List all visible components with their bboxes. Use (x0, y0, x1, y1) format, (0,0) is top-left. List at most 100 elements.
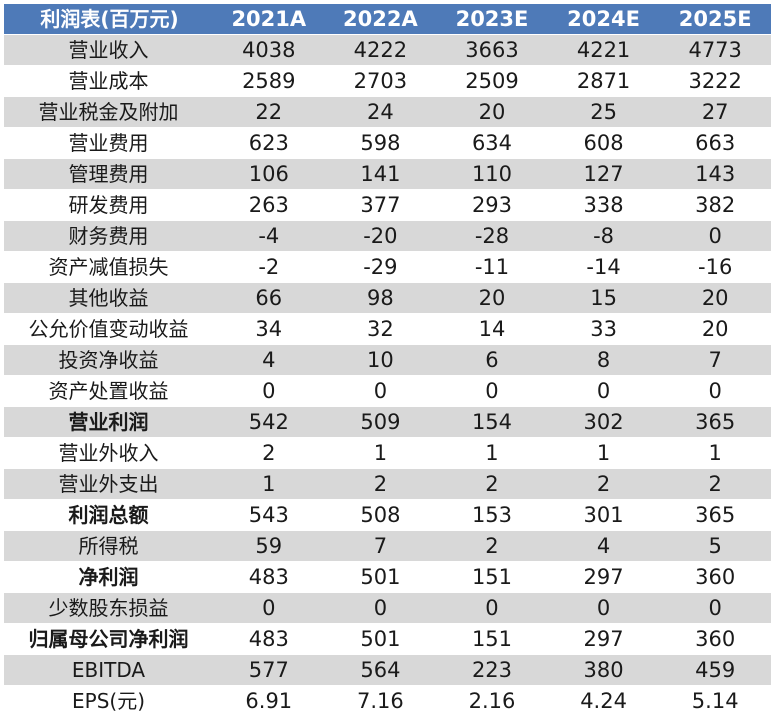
value-cell: 3222 (659, 65, 771, 97)
value-cell: 2589 (213, 65, 325, 97)
value-cell: 15 (547, 282, 660, 314)
value-cell: 365 (659, 406, 771, 438)
row-label: 少数股东损益 (4, 592, 213, 624)
row-label: 公允价值变动收益 (4, 313, 213, 345)
value-cell: 151 (436, 561, 548, 593)
value-cell: 377 (324, 189, 437, 221)
value-cell: 6 (436, 344, 548, 376)
value-cell: 20 (436, 96, 548, 128)
row-label: 营业外收入 (4, 437, 213, 469)
row-label: 资产减值损失 (4, 251, 213, 283)
value-cell: 25 (547, 96, 660, 128)
value-cell: 0 (547, 592, 660, 624)
value-cell: 297 (547, 623, 660, 655)
value-cell: 24 (324, 96, 437, 128)
row-label: 营业成本 (4, 65, 213, 97)
value-cell: 501 (324, 561, 437, 593)
value-cell: 2.16 (436, 685, 548, 717)
value-cell: 263 (213, 189, 325, 221)
value-cell: 623 (213, 127, 325, 159)
row-label: EBITDA (4, 654, 213, 686)
value-cell: 7 (324, 530, 437, 562)
value-cell: 0 (213, 592, 325, 624)
table-row: 投资净收益 4 10 6 8 7 (4, 344, 771, 376)
row-label: 归属母公司净利润 (4, 623, 213, 655)
value-cell: 382 (659, 189, 771, 221)
value-cell: 483 (213, 623, 325, 655)
value-cell: 2 (436, 468, 548, 500)
value-cell: 141 (324, 158, 437, 190)
value-cell: -28 (436, 220, 548, 252)
table-row: 利润总额 543 508 153 301 365 (4, 499, 771, 531)
row-label: 营业费用 (4, 127, 213, 159)
table-row: 管理费用 106 141 110 127 143 (4, 158, 771, 190)
value-cell: 59 (213, 530, 325, 562)
table-row: 资产处置收益 0 0 0 0 0 (4, 375, 771, 407)
row-label: 资产处置收益 (4, 375, 213, 407)
table-row: 财务费用 -4 -20 -28 -8 0 (4, 220, 771, 252)
row-label: 投资净收益 (4, 344, 213, 376)
value-cell: 0 (436, 592, 548, 624)
table-row: 营业费用 623 598 634 608 663 (4, 127, 771, 159)
value-cell: 154 (436, 406, 548, 438)
value-cell: 2871 (547, 65, 660, 97)
value-cell: -16 (659, 251, 771, 283)
table-row: 归属母公司净利润 483 501 151 297 360 (4, 623, 771, 655)
value-cell: 0 (324, 592, 437, 624)
value-cell: -4 (213, 220, 325, 252)
value-cell: 8 (547, 344, 660, 376)
table-row: EPS(元) 6.91 7.16 2.16 4.24 5.14 (4, 685, 771, 717)
row-label: 管理费用 (4, 158, 213, 190)
value-cell: -20 (324, 220, 437, 252)
value-cell: 34 (213, 313, 325, 345)
value-cell: 1 (659, 437, 771, 469)
value-cell: -8 (547, 220, 660, 252)
value-cell: 459 (659, 654, 771, 686)
value-cell: 66 (213, 282, 325, 314)
table-row: 公允价值变动收益 34 32 14 33 20 (4, 313, 771, 345)
value-cell: -11 (436, 251, 548, 283)
table-row: EBITDA 577 564 223 380 459 (4, 654, 771, 686)
value-cell: 7 (659, 344, 771, 376)
row-label: 其他收益 (4, 282, 213, 314)
value-cell: 508 (324, 499, 437, 531)
row-label: EPS(元) (4, 685, 213, 717)
table-row: 少数股东损益 0 0 0 0 0 (4, 592, 771, 624)
value-cell: 4.24 (547, 685, 660, 717)
row-label: 营业外支出 (4, 468, 213, 500)
row-label: 净利润 (4, 561, 213, 593)
value-cell: 20 (659, 313, 771, 345)
value-cell: 6.91 (213, 685, 325, 717)
header-row: 利润表(百万元) 2021A 2022A 2023E 2024E 2025E (4, 4, 771, 35)
value-cell: 0 (659, 220, 771, 252)
table-row: 研发费用 263 377 293 338 382 (4, 189, 771, 221)
value-cell: 1 (547, 437, 660, 469)
value-cell: 0 (436, 375, 548, 407)
row-label: 财务费用 (4, 220, 213, 252)
value-cell: 297 (547, 561, 660, 593)
value-cell: 22 (213, 96, 325, 128)
value-cell: -14 (547, 251, 660, 283)
table-row: 所得税 59 7 2 4 5 (4, 530, 771, 562)
value-cell: -2 (213, 251, 325, 283)
table-row: 营业税金及附加 22 24 20 25 27 (4, 96, 771, 128)
value-cell: 542 (213, 406, 325, 438)
column-header: 2021A (213, 4, 325, 35)
value-cell: 5.14 (659, 685, 771, 717)
value-cell: 4 (213, 344, 325, 376)
table-body: 营业收入 4038 4222 3663 4221 4773 营业成本 2589 2703 2509… (4, 34, 771, 717)
column-header: 2025E (659, 4, 771, 35)
value-cell: 1 (436, 437, 548, 469)
value-cell: 4773 (659, 34, 771, 66)
value-cell: 509 (324, 406, 437, 438)
value-cell: 32 (324, 313, 437, 345)
value-cell: 3663 (436, 34, 548, 66)
value-cell: 2509 (436, 65, 548, 97)
row-label: 营业利润 (4, 406, 213, 438)
column-header: 2022A (324, 4, 437, 35)
value-cell: 4038 (213, 34, 325, 66)
income-statement-table: 利润表(百万元) 2021A 2022A 2023E 2024E 2025E 营… (4, 4, 771, 717)
value-cell: 543 (213, 499, 325, 531)
value-cell: 10 (324, 344, 437, 376)
column-header: 2024E (547, 4, 660, 35)
